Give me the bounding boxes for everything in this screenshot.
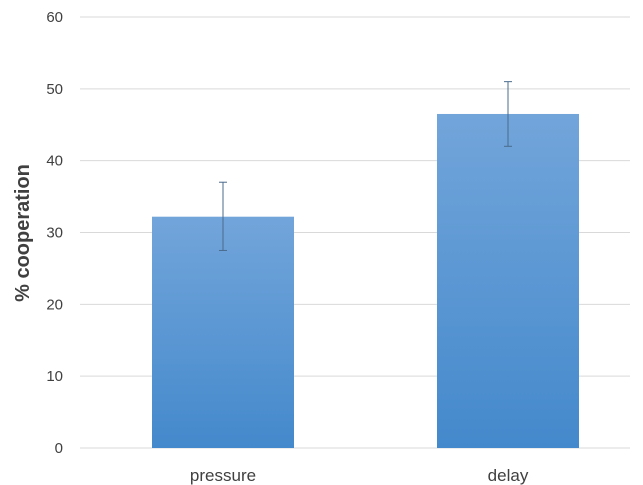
y-tick-label: 0 xyxy=(55,440,63,457)
y-tick-label: 50 xyxy=(46,81,63,98)
category-label-delay: delay xyxy=(488,466,529,485)
error-bar-pressure xyxy=(219,181,227,251)
y-tick-label: 40 xyxy=(46,153,63,170)
x-axis-category-labels: pressure delay xyxy=(190,466,529,485)
y-tick-label: 60 xyxy=(46,9,63,26)
y-tick-label: 10 xyxy=(46,368,63,385)
category-label-pressure: pressure xyxy=(190,466,256,485)
y-tick-label: 20 xyxy=(46,296,63,313)
bar-pressure xyxy=(152,216,294,448)
y-axis-title: % cooperation xyxy=(12,164,34,302)
error-bar-delay xyxy=(504,81,512,147)
y-tick-label: 30 xyxy=(46,225,63,242)
y-axis-tick-labels: 0 10 20 30 40 50 60 xyxy=(46,9,63,457)
bar-delay xyxy=(437,113,579,448)
bars xyxy=(152,113,579,448)
error-bars xyxy=(219,81,512,251)
